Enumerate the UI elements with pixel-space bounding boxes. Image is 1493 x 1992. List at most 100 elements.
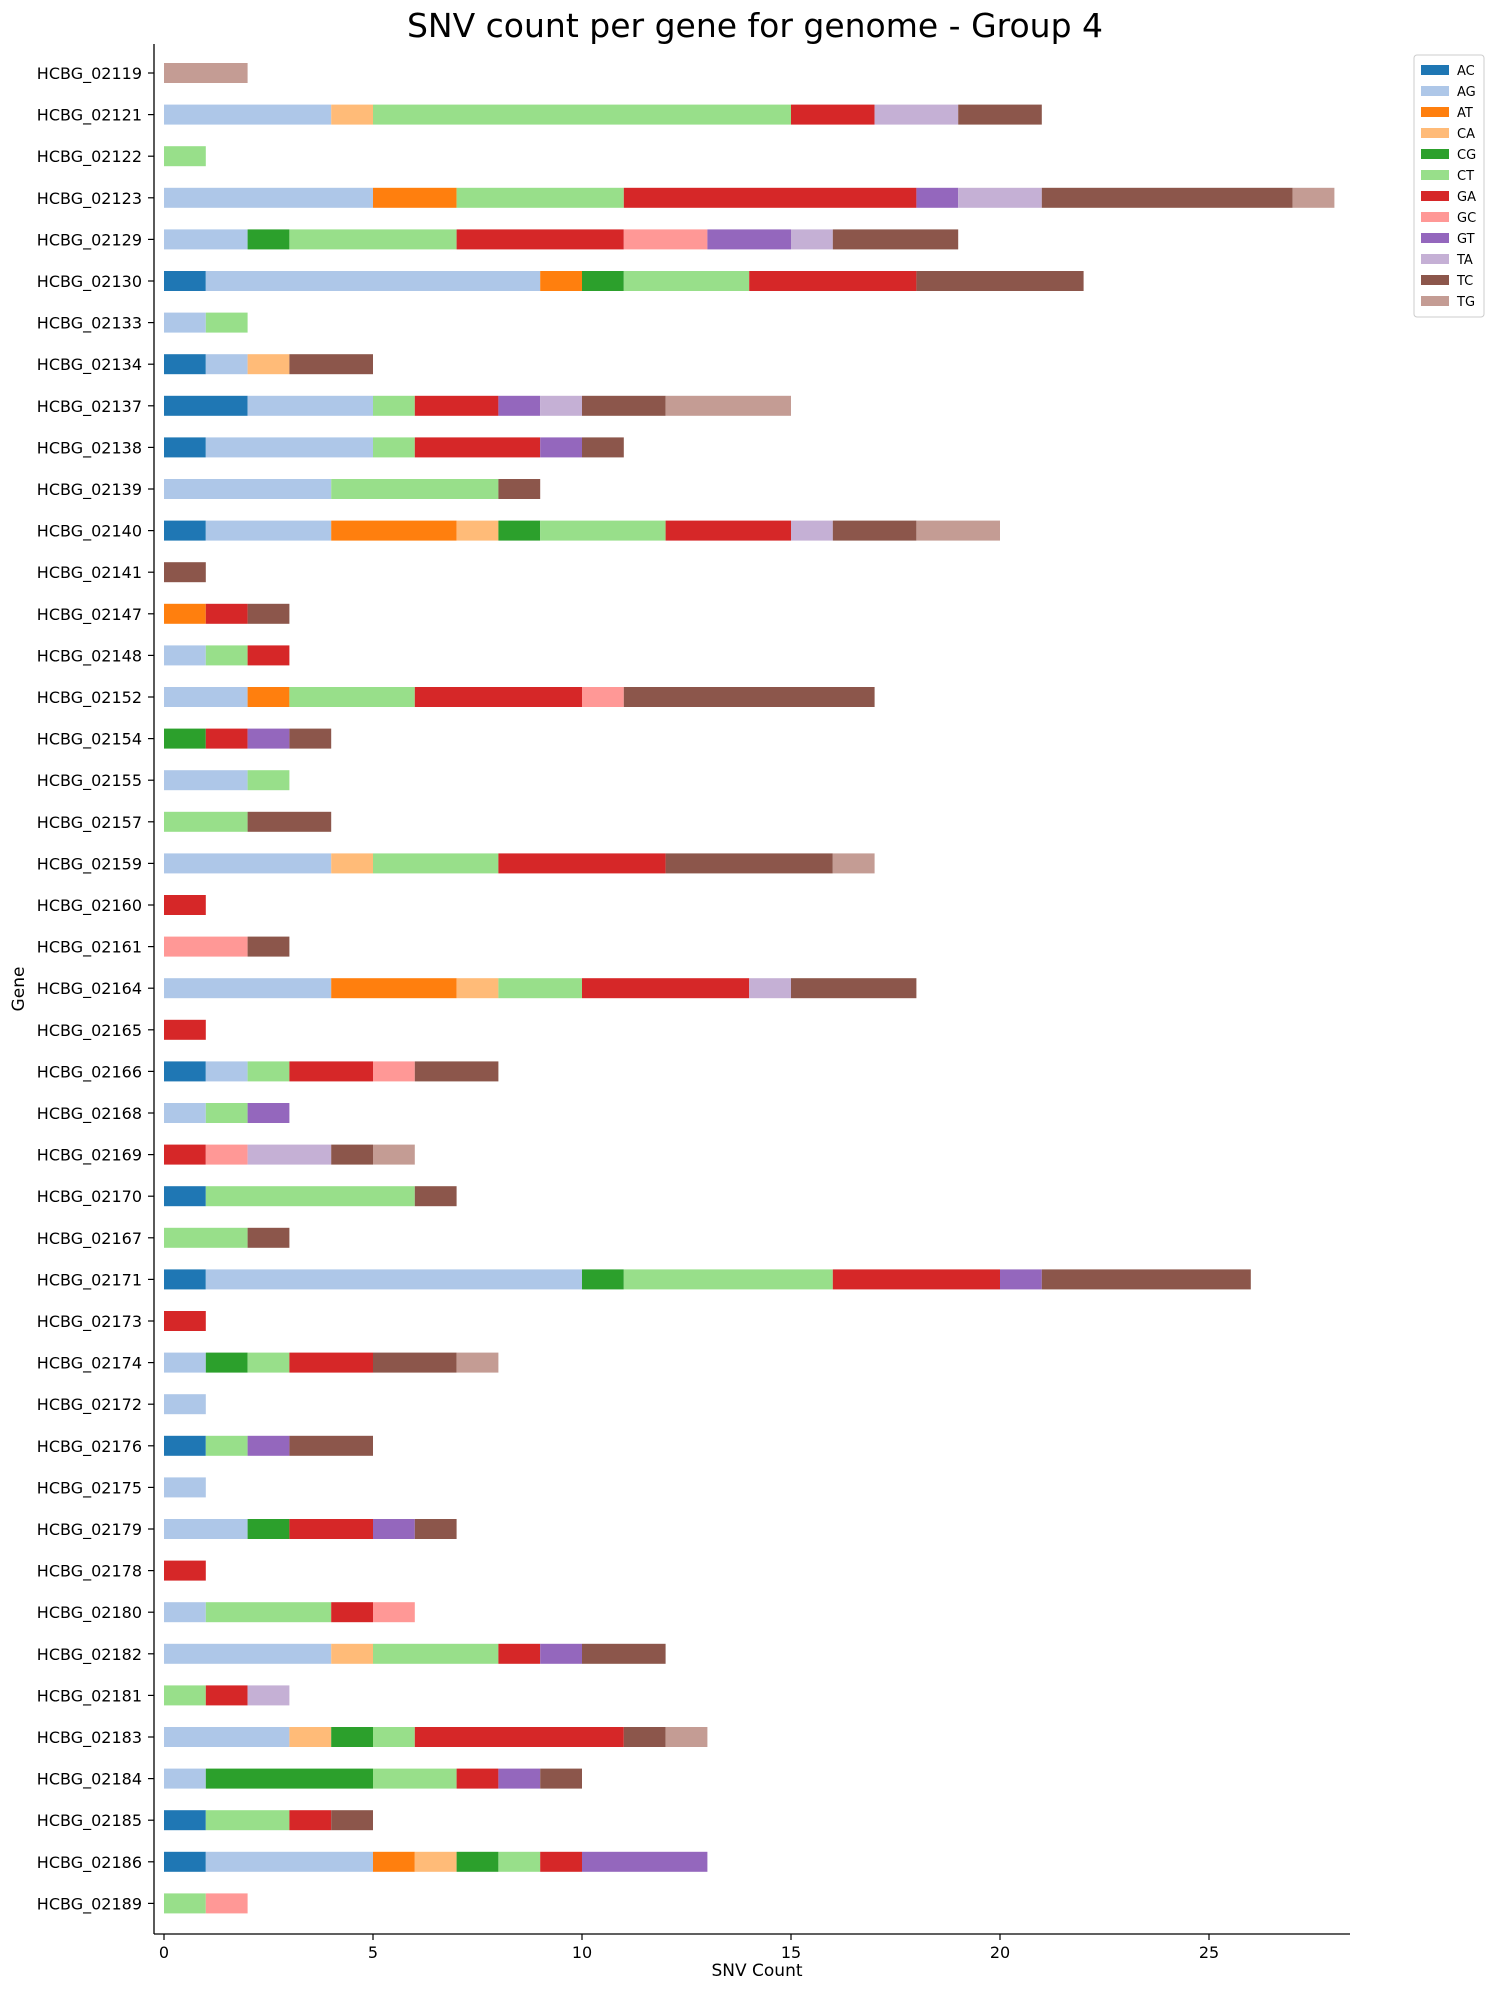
legend-frame	[1413, 54, 1485, 318]
bar-segment-HCBG_02138-AC	[164, 437, 206, 458]
legend-swatch-TA	[1421, 254, 1449, 264]
bar-segment-HCBG_02123-TA	[958, 187, 1042, 208]
bar-segment-HCBG_02130-CG	[582, 271, 624, 291]
bar-segment-HCBG_02164-AT	[331, 978, 457, 999]
bar-segment-HCBG_02186-CA	[414, 1851, 457, 1872]
bar-segment-HCBG_02157-TC	[247, 811, 332, 832]
bar-segment-HCBG_02181-TA	[247, 1685, 290, 1706]
bar-segment-HCBG_02121-AG	[164, 104, 332, 125]
y-tick-label: HCBG_02155	[37, 771, 142, 791]
bar-segment-HCBG_02184-GT	[498, 1768, 541, 1789]
y-tick-label: HCBG_02164	[37, 979, 142, 999]
bar-segment-HCBG_02140-CG	[498, 520, 541, 541]
bar-segment-HCBG_02140-GA	[665, 520, 791, 541]
y-tick-label: HCBG_02183	[37, 1728, 142, 1748]
bar-segment-HCBG_02175-AG	[164, 1477, 206, 1498]
bar-segment-HCBG_02172-AG	[164, 1394, 206, 1415]
legend-label-CA: CA	[1457, 127, 1475, 142]
bar-segment-HCBG_02134-CA	[247, 354, 290, 375]
bar-segment-HCBG_02171-CT	[623, 1269, 833, 1290]
bar-segment-HCBG_02168-AG	[164, 1103, 206, 1123]
bar-segment-HCBG_02129-TA	[791, 229, 833, 250]
bar-segment-HCBG_02122-CT	[164, 146, 206, 167]
bar-segment-HCBG_02137-CT	[373, 395, 415, 416]
legend-label-TG: TG	[1456, 295, 1475, 310]
y-tick-label: HCBG_02180	[37, 1603, 142, 1623]
y-tick-label: HCBG_02178	[37, 1562, 142, 1582]
bar-segment-HCBG_02178-GA	[164, 1560, 206, 1581]
bar-segment-HCBG_02166-GA	[289, 1061, 373, 1082]
bar-segment-HCBG_02171-CG	[582, 1269, 624, 1290]
bar-segment-HCBG_02169-TG	[373, 1144, 415, 1165]
bar-segment-HCBG_02129-CG	[247, 229, 290, 250]
bar-segment-HCBG_02133-AG	[164, 312, 206, 333]
legend-label-AT: AT	[1457, 106, 1473, 121]
bar-segment-HCBG_02164-AG	[164, 978, 332, 999]
bar-segment-HCBG_02186-AG	[205, 1851, 373, 1872]
y-tick-label: HCBG_02165	[37, 1021, 142, 1041]
bar-segment-HCBG_02183-GA	[414, 1727, 624, 1747]
bar-segment-HCBG_02170-AC	[164, 1186, 206, 1207]
bar-segment-HCBG_02182-CT	[373, 1643, 499, 1664]
bar-segment-HCBG_02170-CT	[205, 1186, 415, 1207]
bar-segment-HCBG_02164-TA	[749, 978, 791, 999]
y-tick-label: HCBG_02174	[37, 1354, 142, 1374]
bar-segment-HCBG_02168-GT	[247, 1103, 290, 1123]
bar-segment-HCBG_02179-TC	[414, 1519, 457, 1539]
bar-segment-HCBG_02130-AT	[540, 271, 582, 291]
legend-label-TA: TA	[1456, 253, 1473, 268]
x-tick-label: 5	[368, 1943, 378, 1962]
bar-segment-HCBG_02167-TC	[247, 1227, 290, 1248]
bar-segment-HCBG_02123-AT	[373, 187, 457, 208]
y-tick-label: HCBG_02186	[37, 1853, 142, 1873]
bar-segment-HCBG_02183-AG	[164, 1727, 290, 1747]
bar-segment-HCBG_02171-TC	[1041, 1269, 1251, 1290]
bar-segment-HCBG_02174-TC	[373, 1352, 457, 1373]
y-tick-label: HCBG_02172	[37, 1395, 142, 1415]
bar-segment-HCBG_02154-GA	[205, 728, 248, 749]
x-tick-label: 10	[572, 1943, 592, 1962]
bar-segment-HCBG_02164-TC	[791, 978, 917, 999]
bar-segment-HCBG_02121-CT	[373, 104, 791, 125]
bar-segment-HCBG_02174-CT	[247, 1352, 290, 1373]
bar-segment-HCBG_02154-CG	[164, 728, 206, 749]
bar-segment-HCBG_02134-AG	[205, 354, 248, 375]
y-tick-label: HCBG_02176	[37, 1437, 142, 1457]
bar-segment-HCBG_02129-GA	[456, 229, 624, 250]
y-tick-label: HCBG_02148	[37, 646, 142, 666]
bar-segment-HCBG_02161-TC	[247, 936, 290, 957]
y-tick-label: HCBG_02154	[37, 730, 142, 750]
bar-segment-HCBG_02134-AC	[164, 354, 206, 375]
bar-segment-HCBG_02180-GA	[331, 1602, 373, 1623]
bar-segment-HCBG_02137-GT	[498, 395, 541, 416]
bar-segment-HCBG_02184-GA	[456, 1768, 499, 1789]
bar-segment-HCBG_02121-GA	[791, 104, 875, 125]
y-tick-label: HCBG_02185	[37, 1811, 142, 1831]
bar-segment-HCBG_02185-AC	[164, 1810, 206, 1831]
bar-segment-HCBG_02173-GA	[164, 1311, 206, 1331]
bar-segment-HCBG_02138-CT	[373, 437, 415, 458]
bar-segment-HCBG_02186-AC	[164, 1851, 206, 1872]
bar-segment-HCBG_02176-TC	[289, 1435, 373, 1456]
bar-segment-HCBG_02140-AC	[164, 520, 206, 541]
bar-segment-HCBG_02164-CA	[456, 978, 499, 999]
bar-segment-HCBG_02152-AT	[247, 687, 290, 707]
bar-segment-HCBG_02148-GA	[247, 645, 290, 666]
y-tick-label: HCBG_02122	[37, 147, 142, 167]
bars-group	[164, 63, 1335, 1914]
legend-label-CT: CT	[1457, 169, 1474, 184]
bar-segment-HCBG_02185-CT	[205, 1810, 290, 1831]
y-tick-label: HCBG_02170	[37, 1187, 142, 1207]
x-axis-ticks: 0 5 10 15 20 25	[159, 1934, 1219, 1962]
bar-segment-HCBG_02183-CT	[373, 1727, 415, 1747]
bar-segment-HCBG_02174-GA	[289, 1352, 373, 1373]
bar-segment-HCBG_02182-TC	[582, 1643, 666, 1664]
bar-segment-HCBG_02182-CA	[331, 1643, 373, 1664]
bar-segment-HCBG_02137-AG	[247, 395, 373, 416]
bar-segment-HCBG_02147-TC	[247, 603, 290, 624]
bar-segment-HCBG_02180-CT	[205, 1602, 332, 1623]
bar-segment-HCBG_02180-GC	[373, 1602, 415, 1623]
bar-segment-HCBG_02137-TC	[582, 395, 666, 416]
bar-segment-HCBG_02171-GT	[1000, 1269, 1042, 1290]
